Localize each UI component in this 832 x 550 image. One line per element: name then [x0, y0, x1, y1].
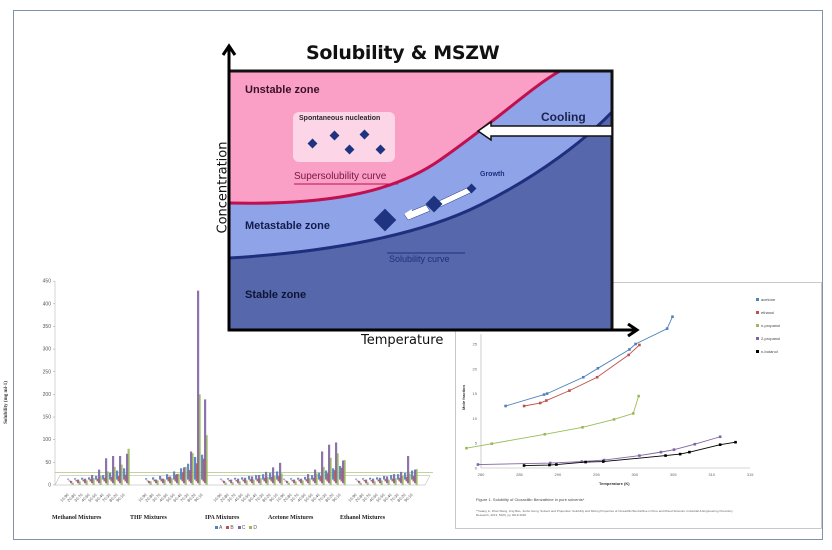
solubility-line-chart: 0 5 10 15 20 25 280 285 290 295 300 305 310 315 Mole …: [455, 282, 822, 529]
svg-text:60:40: 60:40: [310, 492, 321, 503]
line-legend: acetone ethanol n-propanol 2-propanol n-buta…: [756, 297, 780, 362]
svg-text:50: 50: [45, 460, 51, 466]
svg-text:25: 25: [473, 342, 478, 347]
line-legend-item: n-butanol: [756, 349, 780, 354]
svg-text:30:70: 30:70: [226, 492, 237, 503]
svg-text:300: 300: [631, 472, 638, 477]
bar-chart-plot: 05010015020025030035040045010:9020:8030:…: [43, 279, 433, 503]
svg-text:80:20: 80:20: [186, 492, 197, 503]
bar-legend-item: D: [249, 525, 257, 531]
figure-footnote: *Yiwang Li, Zhao Wang, Jing Bao, Junbo G…: [476, 509, 733, 517]
svg-text:20:80: 20:80: [66, 492, 77, 503]
svg-text:70:30: 70:30: [317, 492, 328, 503]
svg-text:60:40: 60:40: [94, 492, 105, 503]
svg-text:20:80: 20:80: [354, 492, 365, 503]
svg-text:80:20: 80:20: [261, 492, 272, 503]
svg-text:70:30: 70:30: [179, 492, 190, 503]
svg-text:90:10: 90:10: [331, 492, 342, 503]
line-legend-item: ethanol: [756, 310, 780, 315]
svg-text:450: 450: [43, 279, 52, 285]
svg-text:40:60: 40:60: [368, 492, 379, 503]
svg-text:80:20: 80:20: [396, 492, 407, 503]
line-chart-plot: 0 5 10 15 20 25 280 285 290 295 300 305 310 315: [465, 315, 754, 477]
bar-group-label: Acetone Mixtures: [268, 515, 314, 521]
svg-text:70:30: 70:30: [254, 492, 265, 503]
svg-text:80:20: 80:20: [324, 492, 335, 503]
svg-text:90:10: 90:10: [193, 492, 204, 503]
svg-text:10:90: 10:90: [275, 492, 286, 503]
bar-group-label: THF Mixtures: [130, 515, 167, 521]
bar-chart-mixtures: 0 50 100 150 200 250 300 350 400 450 10:90 20:80 30:…: [4, 270, 435, 540]
svg-text:305: 305: [670, 472, 677, 477]
bar-group-label: Ethanol Mixtures: [340, 515, 386, 521]
line-x-axis-label: Temperature (K): [599, 481, 630, 486]
svg-text:10:90: 10:90: [347, 492, 358, 503]
svg-text:290: 290: [555, 472, 562, 477]
svg-text:250: 250: [43, 369, 52, 375]
svg-text:90:10: 90:10: [115, 492, 126, 503]
svg-text:60:40: 60:40: [172, 492, 183, 503]
svg-text:50:50: 50:50: [87, 492, 98, 503]
svg-text:70:30: 70:30: [389, 492, 400, 503]
bar-y-axis-label: Solubility (mg ml-1): [3, 381, 9, 424]
svg-text:295: 295: [593, 472, 600, 477]
svg-text:20:80: 20:80: [144, 492, 155, 503]
bar-group-label: IPA Mixtures: [205, 515, 240, 521]
svg-text:40:60: 40:60: [296, 492, 307, 503]
line-legend-item: acetone: [756, 297, 780, 302]
svg-text:20:80: 20:80: [219, 492, 230, 503]
svg-text:50:50: 50:50: [375, 492, 386, 503]
svg-text:30:70: 30:70: [151, 492, 162, 503]
svg-text:70:30: 70:30: [101, 492, 112, 503]
svg-text:5: 5: [475, 441, 478, 446]
svg-text:30:70: 30:70: [361, 492, 372, 503]
svg-text:10: 10: [473, 416, 478, 421]
svg-text:300: 300: [43, 347, 52, 353]
svg-text:100: 100: [43, 437, 52, 443]
bar-legend-item: A: [215, 525, 222, 531]
svg-text:50:50: 50:50: [303, 492, 314, 503]
line-legend-item: 2-propanol: [756, 336, 780, 341]
line-legend-item: n-propanol: [756, 323, 780, 328]
svg-text:90:10: 90:10: [268, 492, 279, 503]
svg-text:150: 150: [43, 415, 52, 421]
svg-text:40:60: 40:60: [158, 492, 169, 503]
svg-text:60:40: 60:40: [382, 492, 393, 503]
bar-group-label: Methanol Mixtures: [52, 515, 102, 521]
svg-text:10:90: 10:90: [59, 492, 70, 503]
svg-text:280: 280: [478, 472, 485, 477]
svg-text:80:20: 80:20: [108, 492, 119, 503]
bar-legend-item: C: [237, 525, 245, 531]
svg-text:0: 0: [48, 483, 51, 489]
svg-text:40:60: 40:60: [80, 492, 91, 503]
svg-text:10:90: 10:90: [212, 492, 223, 503]
svg-text:50:50: 50:50: [165, 492, 176, 503]
svg-text:200: 200: [43, 392, 52, 398]
svg-text:20: 20: [473, 366, 478, 371]
svg-text:10:90: 10:90: [137, 492, 148, 503]
svg-text:30:70: 30:70: [73, 492, 84, 503]
svg-text:60:40: 60:40: [247, 492, 258, 503]
bar-legend-item: B: [226, 525, 234, 531]
svg-text:315: 315: [747, 472, 754, 477]
svg-text:40:60: 40:60: [233, 492, 244, 503]
svg-text:15: 15: [473, 391, 478, 396]
svg-text:310: 310: [708, 472, 715, 477]
svg-text:90:10: 90:10: [403, 492, 414, 503]
line-y-axis-label: Mole fraction: [460, 385, 466, 410]
svg-text:285: 285: [516, 472, 523, 477]
svg-text:0: 0: [475, 466, 478, 471]
svg-text:30:70: 30:70: [289, 492, 300, 503]
svg-text:20:80: 20:80: [282, 492, 293, 503]
svg-text:400: 400: [43, 301, 52, 307]
svg-text:350: 350: [43, 324, 52, 330]
figure-caption: Figure 1. Solubility of Cloxacillin Benz…: [476, 497, 585, 502]
svg-text:50:50: 50:50: [240, 492, 251, 503]
